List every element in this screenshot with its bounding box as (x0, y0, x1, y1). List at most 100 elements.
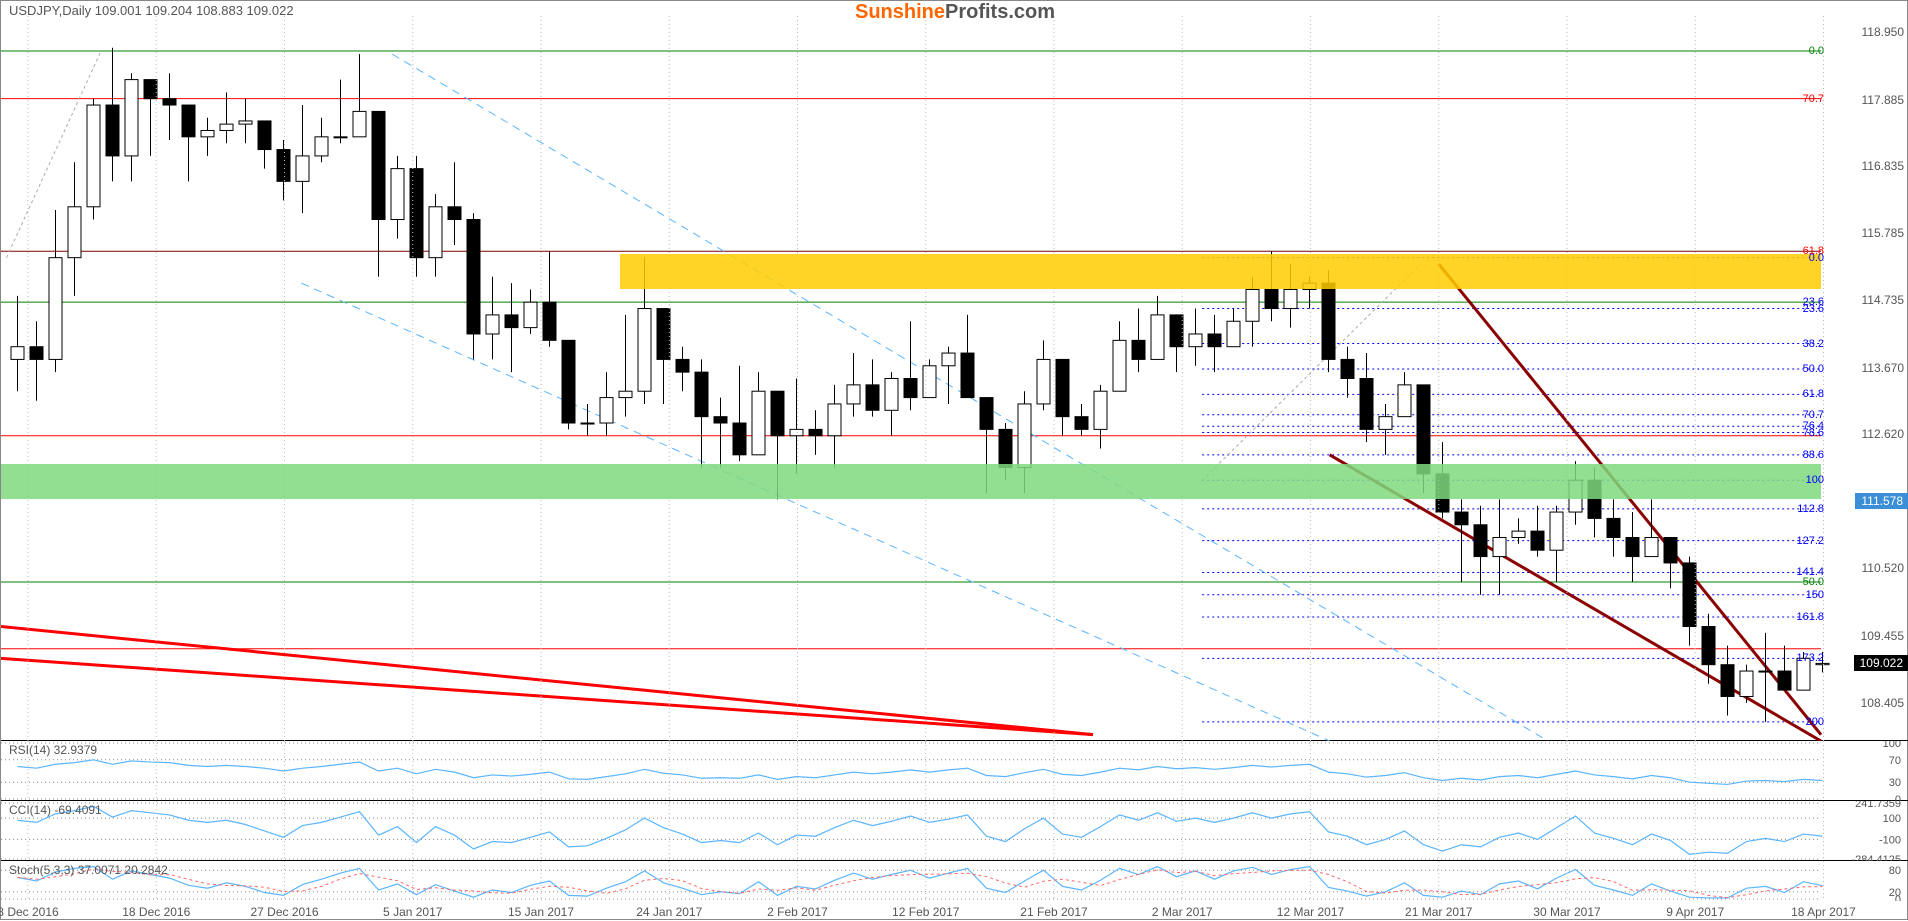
rsi-svg: 10070300 (1, 741, 1908, 801)
svg-text:20: 20 (1889, 887, 1901, 899)
candle (1189, 334, 1202, 347)
symbol-header: USDJPY,Daily 109.001 109.204 108.883 109… (9, 3, 294, 18)
candle (733, 423, 746, 455)
candle (201, 130, 214, 136)
x-tick-label: 2 Feb 2017 (767, 905, 828, 919)
candle (277, 150, 290, 182)
price-tick: 115.785 (1862, 226, 1905, 240)
stoch-panel[interactable]: Stoch(5,3,3) 37.0071 20.2842 80200 (1, 861, 1908, 901)
candle (1227, 321, 1240, 346)
fib-label: 78.6 (1803, 427, 1824, 439)
candle (1493, 537, 1506, 556)
candle (467, 220, 480, 334)
stoch-label: Stoch(5,3,3) 37.0071 20.2842 (9, 863, 168, 877)
candle (30, 347, 43, 360)
fib-label: 70.7 (1803, 409, 1824, 421)
candle (296, 156, 309, 181)
candle (163, 99, 176, 105)
candle (1398, 385, 1411, 417)
x-tick-label: 21 Mar 2017 (1405, 905, 1472, 919)
candle (1132, 340, 1145, 359)
candle (1018, 404, 1031, 468)
hline-label: 70.7 (1803, 93, 1824, 105)
candle (581, 423, 594, 424)
fib-label: 88.6 (1803, 449, 1824, 461)
chart-container: USDJPY,Daily 109.001 109.204 108.883 109… (0, 0, 1908, 920)
current-price-label: 109.022 (1854, 655, 1908, 671)
candle (220, 124, 233, 130)
candle (809, 429, 822, 435)
x-tick-label: 24 Jan 2017 (636, 905, 702, 919)
cci-panel[interactable]: CCI(14) -69.4091 241.7359 100 -100 -284.412… (1, 801, 1908, 861)
x-tick-label: 12 Mar 2017 (1277, 905, 1344, 919)
candle (1056, 359, 1069, 416)
candle (1721, 665, 1734, 697)
x-tick-label: 15 Jan 2017 (508, 905, 574, 919)
watermark-part2: Profits.com (945, 1, 1055, 23)
candle (695, 372, 708, 417)
price-tick: 114.735 (1862, 293, 1905, 307)
candle (1075, 417, 1088, 430)
price-panel[interactable]: USDJPY,Daily 109.001 109.204 108.883 109… (1, 1, 1908, 741)
candle (448, 207, 461, 220)
candle (828, 404, 841, 436)
candle (676, 359, 689, 372)
candle (942, 353, 955, 366)
hline-label: 0.0 (1809, 45, 1824, 57)
stoch-svg: 80200 (1, 861, 1908, 901)
watermark: SunshineProfits.com (855, 1, 1055, 24)
candle (885, 379, 898, 411)
candle (68, 207, 81, 258)
svg-text:-284.4125: -284.4125 (1851, 854, 1901, 861)
candle (790, 429, 803, 435)
price-zone (620, 254, 1821, 289)
candle (315, 137, 328, 156)
price-tick: 108.405 (1861, 696, 1904, 710)
cci-label: CCI(14) -69.4091 (9, 803, 102, 817)
x-tick-label: 2 Mar 2017 (1152, 905, 1213, 919)
candle (410, 169, 423, 258)
x-axis: 8 Dec 201618 Dec 201627 Dec 20165 Jan 20… (1, 901, 1908, 921)
candle (638, 309, 651, 392)
cci-svg: 241.7359 100 -100 -284.4125 (1, 801, 1908, 861)
fib-label: 0.0 (1809, 252, 1824, 264)
candle (1607, 518, 1620, 537)
candle (1683, 563, 1696, 627)
candle (752, 391, 765, 455)
candle (353, 111, 366, 136)
candle (1379, 417, 1392, 430)
price-tick: 109.455 (1861, 629, 1904, 643)
rsi-label: RSI(14) 32.9379 (9, 743, 97, 757)
candle (714, 417, 727, 423)
candle (372, 111, 385, 219)
candle (239, 121, 252, 124)
rsi-panel[interactable]: RSI(14) 32.9379 10070300 (1, 741, 1908, 801)
fib-label: 100 (1806, 474, 1824, 486)
candle (1037, 359, 1050, 404)
svg-text:-100: -100 (1879, 834, 1901, 846)
fib-label: 61.8 (1803, 388, 1824, 400)
ma-price-label: 111.578 (1855, 493, 1908, 509)
candle (524, 302, 537, 327)
main-chart-svg (1, 1, 1908, 741)
candle (1322, 283, 1335, 359)
svg-text:100: 100 (1883, 813, 1901, 825)
candle (866, 385, 879, 410)
svg-text:241.7359: 241.7359 (1855, 801, 1901, 810)
x-tick-label: 9 Apr 2017 (1666, 905, 1724, 919)
price-zone (1, 464, 1821, 499)
candle (1702, 627, 1715, 665)
candle (505, 315, 518, 328)
candle (1474, 525, 1487, 557)
candle (258, 121, 271, 150)
x-tick-label: 5 Jan 2017 (383, 905, 442, 919)
x-tick-label: 21 Feb 2017 (1020, 905, 1087, 919)
candle (182, 105, 195, 137)
candle (1626, 537, 1639, 556)
price-tick: 112.620 (1862, 427, 1905, 441)
candle (1113, 340, 1126, 391)
candle (1759, 671, 1772, 672)
x-tick-label: 30 Mar 2017 (1533, 905, 1600, 919)
candle (1645, 537, 1658, 556)
x-tick-label: 8 Dec 2016 (0, 905, 59, 919)
